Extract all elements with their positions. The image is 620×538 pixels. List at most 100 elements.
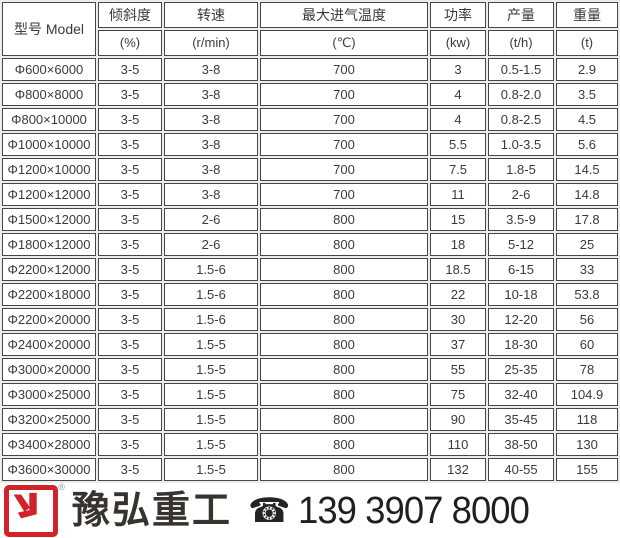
value-cell: 11 [430, 183, 486, 206]
value-cell: 33 [556, 258, 618, 281]
table-row: Φ3400×28000 3-5 1.5-5 800 110 38-50 130 [2, 433, 618, 456]
table-row: Φ1500×12000 3-5 2-6 800 15 3.5-9 17.8 [2, 208, 618, 231]
value-cell: 2-6 [164, 208, 258, 231]
table-row: Φ2400×20000 3-5 1.5-5 800 37 18-30 60 [2, 333, 618, 356]
value-cell: 35-45 [488, 408, 554, 431]
value-cell: 118 [556, 408, 618, 431]
table-row: Φ3600×30000 3-5 1.5-5 800 132 40-55 155 [2, 458, 618, 481]
value-cell: 37 [430, 333, 486, 356]
value-cell: 800 [260, 258, 428, 281]
header-row-units: (%) (r/min) (℃) (kw) (t/h) (t) [2, 30, 618, 56]
value-cell: 18 [430, 233, 486, 256]
value-cell: 30 [430, 308, 486, 331]
value-cell: 800 [260, 383, 428, 406]
model-cell: Φ3600×30000 [2, 458, 96, 481]
registered-mark: ® [58, 482, 65, 492]
value-cell: 75 [430, 383, 486, 406]
value-cell: 53.8 [556, 283, 618, 306]
value-cell: 3-5 [98, 333, 162, 356]
model-cell: Φ3000×25000 [2, 383, 96, 406]
value-cell: 3-5 [98, 208, 162, 231]
value-cell: 132 [430, 458, 486, 481]
header-capacity: 产量 [488, 2, 554, 28]
value-cell: 14.8 [556, 183, 618, 206]
model-cell: Φ600×6000 [2, 58, 96, 81]
value-cell: 3-5 [98, 58, 162, 81]
value-cell: 800 [260, 283, 428, 306]
model-cell: Φ800×8000 [2, 83, 96, 106]
header-tilt: 倾斜度 [98, 2, 162, 28]
value-cell: 55 [430, 358, 486, 381]
logo-glyph-icon [13, 492, 37, 519]
value-cell: 800 [260, 433, 428, 456]
value-cell: 3-5 [98, 433, 162, 456]
value-cell: 78 [556, 358, 618, 381]
value-cell: 800 [260, 358, 428, 381]
unit-tilt: (%) [98, 30, 162, 56]
value-cell: 0.8-2.0 [488, 83, 554, 106]
model-cell: Φ3200×25000 [2, 408, 96, 431]
value-cell: 90 [430, 408, 486, 431]
model-cell: Φ1500×12000 [2, 208, 96, 231]
value-cell: 4 [430, 108, 486, 131]
table-row: Φ1800×12000 3-5 2-6 800 18 5-12 25 [2, 233, 618, 256]
spec-table: 型号 Model 倾斜度 转速 最大进气温度 功率 产量 重量 (%) (r/m… [0, 0, 620, 483]
value-cell: 800 [260, 458, 428, 481]
value-cell: 3-5 [98, 308, 162, 331]
value-cell: 3.5-9 [488, 208, 554, 231]
table-row: Φ1200×12000 3-5 3-8 700 11 2-6 14.8 [2, 183, 618, 206]
table-row: Φ600×6000 3-5 3-8 700 3 0.5-1.5 2.9 [2, 58, 618, 81]
value-cell: 6-15 [488, 258, 554, 281]
value-cell: 0.8-2.5 [488, 108, 554, 131]
model-cell: Φ2200×20000 [2, 308, 96, 331]
phone-icon: ☎ [248, 492, 291, 530]
header-weight: 重量 [556, 2, 618, 28]
header-power: 功率 [430, 2, 486, 28]
value-cell: 32-40 [488, 383, 554, 406]
value-cell: 1.5-6 [164, 258, 258, 281]
header-speed: 转速 [164, 2, 258, 28]
value-cell: 4 [430, 83, 486, 106]
value-cell: 3.5 [556, 83, 618, 106]
model-cell: Φ1200×10000 [2, 158, 96, 181]
value-cell: 2-6 [488, 183, 554, 206]
header-row-labels: 型号 Model 倾斜度 转速 最大进气温度 功率 产量 重量 [2, 2, 618, 56]
value-cell: 3-8 [164, 108, 258, 131]
model-cell: Φ3000×20000 [2, 358, 96, 381]
model-cell: Φ2200×18000 [2, 283, 96, 306]
value-cell: 12-20 [488, 308, 554, 331]
value-cell: 10-18 [488, 283, 554, 306]
value-cell: 5.6 [556, 133, 618, 156]
value-cell: 800 [260, 408, 428, 431]
value-cell: 14.5 [556, 158, 618, 181]
value-cell: 2.9 [556, 58, 618, 81]
value-cell: 3-5 [98, 383, 162, 406]
table-header: 型号 Model 倾斜度 转速 最大进气温度 功率 产量 重量 (%) (r/m… [2, 2, 618, 56]
value-cell: 130 [556, 433, 618, 456]
value-cell: 3-8 [164, 58, 258, 81]
table-row: Φ800×8000 3-5 3-8 700 4 0.8-2.0 3.5 [2, 83, 618, 106]
table-row: Φ3000×25000 3-5 1.5-5 800 75 32-40 104.9 [2, 383, 618, 406]
value-cell: 3-5 [98, 358, 162, 381]
value-cell: 60 [556, 333, 618, 356]
model-cell: Φ2200×12000 [2, 258, 96, 281]
value-cell: 4.5 [556, 108, 618, 131]
table-row: Φ2200×20000 3-5 1.5-6 800 30 12-20 56 [2, 308, 618, 331]
value-cell: 1.5-5 [164, 433, 258, 456]
unit-speed: (r/min) [164, 30, 258, 56]
model-cell: Φ2400×20000 [2, 333, 96, 356]
unit-power: (kw) [430, 30, 486, 56]
value-cell: 1.5-5 [164, 458, 258, 481]
value-cell: 3-5 [98, 458, 162, 481]
value-cell: 1.5-5 [164, 408, 258, 431]
header-model: 型号 Model [2, 2, 96, 56]
value-cell: 38-50 [488, 433, 554, 456]
table-row: Φ1200×10000 3-5 3-8 700 7.5 1.8-5 14.5 [2, 158, 618, 181]
value-cell: 3-5 [98, 158, 162, 181]
value-cell: 3-5 [98, 258, 162, 281]
model-cell: Φ1000×10000 [2, 133, 96, 156]
value-cell: 15 [430, 208, 486, 231]
header-max-intake-temp: 最大进气温度 [260, 2, 428, 28]
value-cell: 1.0-3.5 [488, 133, 554, 156]
value-cell: 800 [260, 208, 428, 231]
